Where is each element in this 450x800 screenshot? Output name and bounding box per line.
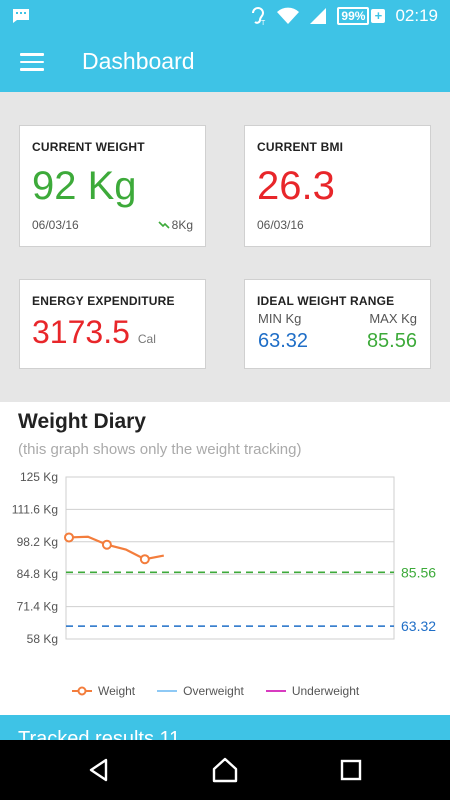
legend-weight[interactable]: Weight xyxy=(72,684,135,698)
energy-value-row: 3173.5 Cal xyxy=(32,314,156,351)
plot-frame xyxy=(65,476,395,640)
hamburger-icon[interactable] xyxy=(20,53,44,71)
weight-delta-value: 8Kg xyxy=(171,218,193,232)
wifi-icon xyxy=(277,7,300,24)
tracked-results-bar[interactable]: Tracked results 11 xyxy=(0,715,450,740)
legend-weight-label: Weight xyxy=(98,684,136,698)
weight-point xyxy=(139,554,150,565)
chart-subtitle: (this graph shows only the weight tracki… xyxy=(18,441,302,458)
legend-underweight[interactable]: Underweight xyxy=(265,684,360,698)
min-kg-value: 63.32 xyxy=(258,330,309,352)
legend-weight-swatch xyxy=(72,686,92,696)
tracked-results-label: Tracked results 11 xyxy=(18,728,181,740)
current-bmi-date: 06/03/16 xyxy=(257,218,304,232)
y-tick-label: 125 Kg xyxy=(20,470,58,484)
current-bmi-value: 26.3 xyxy=(257,164,335,208)
weight-chart[interactable]: 125 Kg 111.6 Kg 98.2 Kg 84.8 Kg 71.4 Kg 58 Kg… xyxy=(0,462,450,682)
energy-expenditure-card[interactable]: ENERGY EXPENDITURE 3173.5 Cal xyxy=(19,279,206,369)
y-tick-label: 58 Kg xyxy=(27,632,58,646)
legend-overweight-swatch xyxy=(157,690,178,692)
current-bmi-label: CURRENT BMI xyxy=(257,140,344,154)
battery-charging: + xyxy=(371,9,386,23)
app-bar: Dashboard xyxy=(0,32,450,92)
max-kg-value: 85.56 xyxy=(366,330,417,352)
current-weight-label: CURRENT WEIGHT xyxy=(32,140,145,154)
current-weight-date: 06/03/16 xyxy=(32,218,79,232)
page-title: Dashboard xyxy=(82,48,195,74)
signal-icon xyxy=(310,8,327,24)
legend-overweight-label: Overweight xyxy=(183,684,244,698)
legend-overweight[interactable]: Overweight xyxy=(157,684,244,698)
trend-down-icon xyxy=(158,221,170,229)
y-tick-label: 84.8 Kg xyxy=(17,567,58,581)
current-weight-value: 92 Kg xyxy=(32,164,137,208)
energy-label: ENERGY EXPENDITURE xyxy=(32,294,175,308)
battery-icon: 99% + xyxy=(337,7,386,25)
weight-point xyxy=(64,532,74,543)
weight-delta: 8Kg xyxy=(158,218,193,232)
battery-percent: 99% xyxy=(337,7,370,25)
weight-point xyxy=(101,539,112,550)
navigation-bar xyxy=(0,740,450,800)
home-icon[interactable] xyxy=(210,755,240,785)
legend-underweight-label: Underweight xyxy=(291,684,360,698)
status-bar: T 99% + 02:19 xyxy=(0,0,450,32)
reference-line-label: 63.32 xyxy=(401,618,436,634)
message-icon xyxy=(13,9,29,23)
recents-icon[interactable] xyxy=(336,755,366,785)
weight-diary-section: Weight Diary (this graph shows only the … xyxy=(0,402,450,715)
chart-legend: Weight Overweight Underweight xyxy=(72,684,359,698)
ideal-weight-card[interactable]: IDEAL WEIGHT RANGE MIN Kg MAX Kg 63.32 8… xyxy=(244,279,431,369)
reference-line-label: 85.56 xyxy=(401,564,436,580)
min-kg-label: MIN Kg xyxy=(258,311,302,326)
svg-text:T: T xyxy=(261,20,266,26)
y-tick-label: 98.2 Kg xyxy=(17,535,58,549)
y-tick-label: 111.6 Kg xyxy=(12,502,58,516)
back-icon[interactable] xyxy=(84,755,114,785)
y-tick-label: 71.4 Kg xyxy=(17,600,58,614)
ideal-weight-label: IDEAL WEIGHT RANGE xyxy=(257,294,395,308)
clock: 02:19 xyxy=(395,6,438,25)
chart-title: Weight Diary xyxy=(18,410,146,433)
max-kg-label: MAX Kg xyxy=(369,311,417,326)
current-bmi-card[interactable]: CURRENT BMI 26.3 06/03/16 xyxy=(244,125,431,247)
hearing-aid-icon: T xyxy=(252,7,266,26)
weight-series-line xyxy=(68,535,165,561)
current-weight-card[interactable]: CURRENT WEIGHT 92 Kg 06/03/16 8Kg xyxy=(19,125,206,247)
energy-value: 3173.5 xyxy=(32,314,130,350)
legend-underweight-swatch xyxy=(265,690,286,692)
energy-unit: Cal xyxy=(137,332,156,346)
